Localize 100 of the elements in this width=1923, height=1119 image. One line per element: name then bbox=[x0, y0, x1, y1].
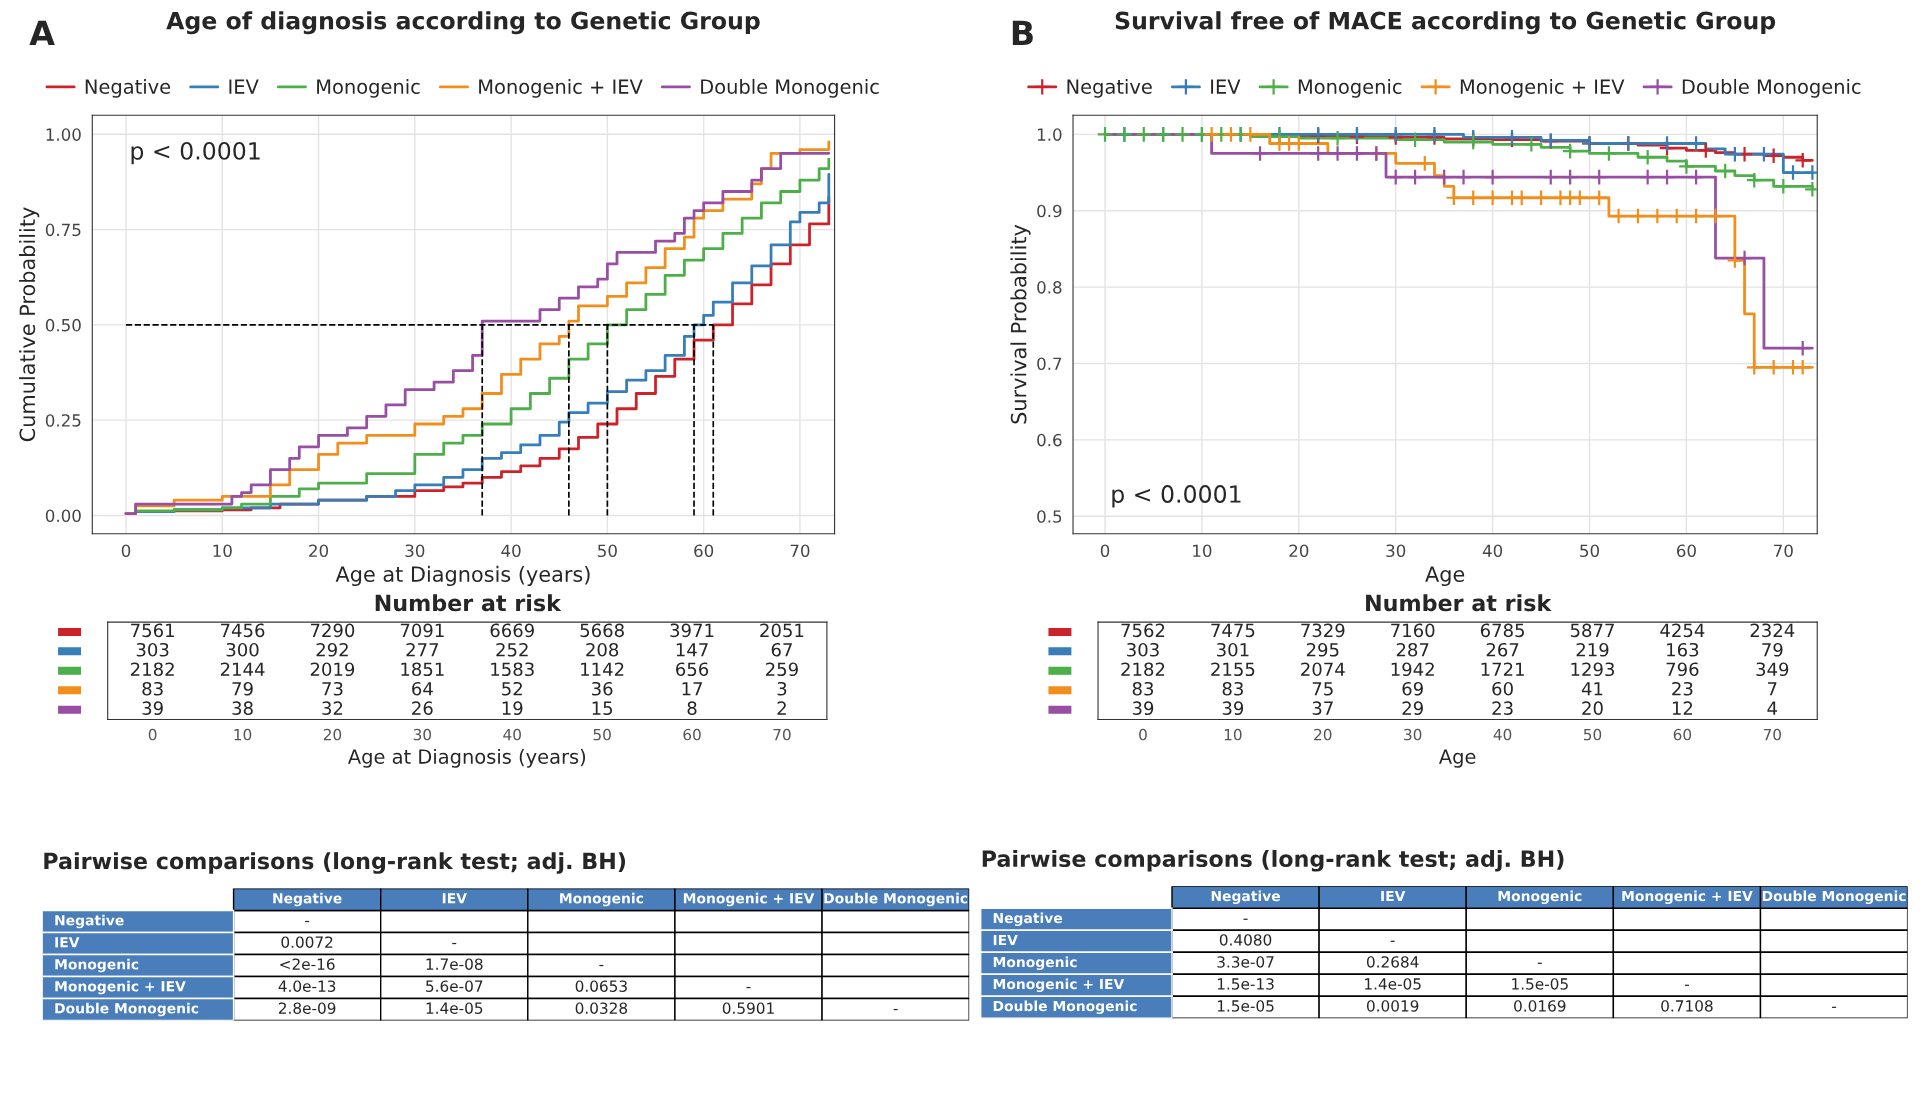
text: - bbox=[746, 986, 751, 989]
data-label: 7561 bbox=[131, 623, 174, 638]
data-label: 208 bbox=[586, 642, 619, 657]
data-label: 4.0e-13 bbox=[278, 980, 336, 992]
legend-label: Double Monogenic bbox=[1682, 78, 1861, 98]
y-tick-label: 0.5 bbox=[1037, 510, 1062, 523]
y-tick-label: IEV bbox=[55, 937, 80, 948]
data-label: 26 bbox=[412, 701, 433, 716]
data-label: 0.0019 bbox=[1366, 1000, 1419, 1012]
data-label: 656 bbox=[676, 662, 709, 677]
data-label: 1583 bbox=[491, 662, 534, 677]
data-label: 1293 bbox=[1571, 662, 1615, 677]
data-label: 38 bbox=[232, 701, 253, 716]
chart-title: Number at risk bbox=[1366, 594, 1552, 612]
data-label: 0.2684 bbox=[1366, 956, 1419, 968]
data-label: 1.4e-05 bbox=[1365, 978, 1421, 990]
x-tick-label: 0 bbox=[121, 544, 131, 558]
text: - bbox=[1832, 1006, 1837, 1008]
data-label: 39 bbox=[1132, 701, 1154, 716]
data-label: 7456 bbox=[221, 623, 265, 638]
legend-label: IEV bbox=[1211, 79, 1241, 94]
y-axis-title: Cumulative Probability bbox=[19, 207, 40, 442]
x-tick-label: 30 bbox=[1404, 728, 1422, 741]
data-label: 3 bbox=[777, 681, 787, 696]
data-label: 303 bbox=[136, 642, 169, 657]
data-label: 2019 bbox=[310, 662, 355, 677]
x-tick-label: 50 bbox=[598, 544, 617, 558]
y-tick-label: 0.6 bbox=[1037, 433, 1062, 447]
x-axis-title: Age at Diagnosis (years) bbox=[348, 748, 586, 768]
data-label: 2 bbox=[777, 701, 786, 715]
y-tick-label: Monogenic bbox=[55, 958, 139, 973]
data-label: 39 bbox=[1222, 701, 1244, 716]
text: - bbox=[1390, 940, 1395, 942]
data-label: 5877 bbox=[1570, 623, 1614, 638]
data-label: 3971 bbox=[670, 623, 714, 638]
data-label: 17 bbox=[682, 682, 702, 696]
text: <2e-16 bbox=[280, 958, 335, 970]
text: - bbox=[452, 942, 457, 945]
data-label: 8 bbox=[687, 701, 697, 716]
data-label: 7475 bbox=[1211, 623, 1255, 638]
legend-label: IEV bbox=[229, 79, 259, 94]
data-label: 4254 bbox=[1660, 623, 1705, 638]
data-label: 83 bbox=[142, 681, 163, 696]
y-tick-label: Negative bbox=[55, 914, 124, 929]
x-tick-label: 10 bbox=[1224, 728, 1242, 741]
chart-title: Pairwise comparisons (long-rank test; adj. BH) bbox=[982, 849, 1564, 872]
y-axis-title: Survival Probability bbox=[1010, 224, 1031, 424]
x-tick-label: 20 bbox=[309, 544, 329, 558]
x-tick-label: 60 bbox=[1673, 728, 1692, 741]
data-label: 3.3e-07 bbox=[1217, 956, 1274, 968]
y-tick-label: 0.7 bbox=[1037, 357, 1062, 371]
annotation: p < 0.0001 bbox=[1112, 485, 1241, 508]
data-label: 1.7e-08 bbox=[426, 958, 483, 970]
x-tick-label: 0 bbox=[1139, 728, 1147, 741]
x-axis-title: Age at Diagnosis (years) bbox=[335, 565, 590, 587]
data-label: 0.4080 bbox=[1219, 934, 1272, 946]
data-label: 83 bbox=[1222, 681, 1243, 696]
data-label: 32 bbox=[322, 701, 343, 716]
annotation: p < 0.0001 bbox=[131, 141, 260, 165]
text: - bbox=[1684, 984, 1689, 986]
x-tick-label: 50 bbox=[1580, 544, 1600, 558]
y-tick-label: Monogenic + IEV bbox=[993, 978, 1125, 993]
text: - bbox=[599, 964, 604, 967]
x-tick-label: IEV bbox=[1381, 890, 1406, 902]
chart-title: Survival free of MACE according to Genetic Group bbox=[1115, 11, 1776, 35]
data-label: 12 bbox=[1672, 701, 1693, 715]
text: - bbox=[305, 920, 310, 923]
data-label: 259 bbox=[766, 662, 798, 677]
data-label: 0.0169 bbox=[1514, 1000, 1566, 1012]
x-tick-label: 70 bbox=[1774, 544, 1793, 558]
data-label: 79 bbox=[1762, 642, 1783, 657]
data-label: 7562 bbox=[1121, 623, 1165, 638]
data-label: 301 bbox=[1217, 642, 1249, 657]
data-label: 1942 bbox=[1391, 662, 1434, 677]
data-label: 52 bbox=[502, 681, 522, 696]
data-label: 1142 bbox=[581, 662, 624, 676]
legend-label: Negative bbox=[1067, 78, 1152, 98]
data-label: 67 bbox=[771, 642, 792, 657]
data-label: 5.6e-07 bbox=[426, 980, 483, 992]
x-tick-label: Negative bbox=[273, 892, 342, 907]
text: A bbox=[29, 20, 55, 45]
x-tick-label: Monogenic bbox=[1498, 890, 1582, 905]
x-tick-label: 70 bbox=[773, 728, 791, 741]
x-tick-label: Monogenic bbox=[560, 892, 643, 907]
data-label: 1.5e-13 bbox=[1217, 978, 1274, 990]
x-tick-label: Monogenic + IEV bbox=[1622, 890, 1753, 905]
y-tick-label: Monogenic + IEV bbox=[55, 980, 186, 995]
legend-label: Monogenic bbox=[1298, 78, 1402, 98]
data-label: 0.5901 bbox=[722, 1002, 774, 1014]
data-label: 303 bbox=[1127, 642, 1159, 657]
data-label: 1.5e-05 bbox=[1512, 978, 1568, 990]
data-label: 64 bbox=[412, 681, 433, 696]
data-label: 41 bbox=[1581, 682, 1603, 696]
x-tick-label: 40 bbox=[501, 544, 521, 558]
y-tick-label: 0.75 bbox=[45, 223, 81, 237]
y-tick-label: 1.00 bbox=[46, 128, 81, 141]
data-label: 1.5e-05 bbox=[1217, 1000, 1274, 1012]
x-tick-label: Double Monogenic bbox=[824, 892, 968, 907]
y-tick-label: IEV bbox=[993, 934, 1018, 946]
data-label: 2074 bbox=[1301, 662, 1345, 677]
